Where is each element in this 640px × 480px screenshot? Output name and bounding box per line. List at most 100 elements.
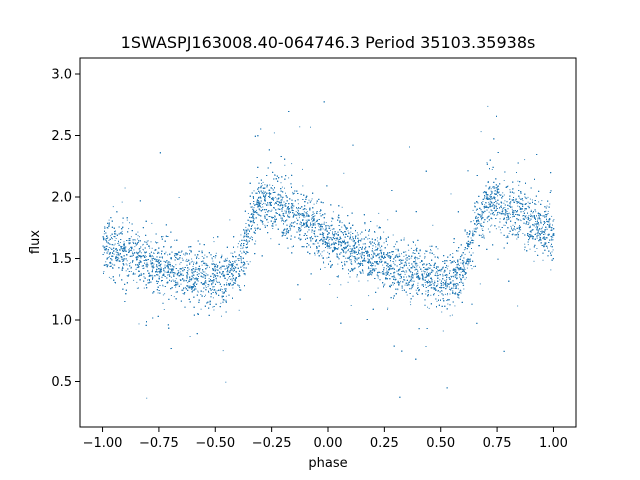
data-point <box>386 270 388 272</box>
data-point <box>273 197 275 199</box>
data-point <box>426 274 428 276</box>
data-point <box>538 229 540 231</box>
data-point <box>154 258 156 260</box>
data-point <box>415 262 417 264</box>
data-point <box>369 242 371 243</box>
data-point <box>537 235 539 236</box>
data-point <box>211 284 213 286</box>
data-point <box>327 237 329 239</box>
data-point <box>288 212 290 214</box>
data-point <box>108 276 110 278</box>
data-point <box>504 207 506 209</box>
data-point <box>247 263 249 265</box>
data-point <box>502 208 504 210</box>
data-point <box>170 247 172 249</box>
data-point <box>524 159 526 161</box>
data-point <box>280 194 282 196</box>
data-point <box>534 223 536 225</box>
data-point <box>196 268 198 270</box>
data-point <box>530 209 532 211</box>
data-point <box>236 263 238 265</box>
data-point <box>247 228 249 230</box>
data-point <box>220 288 222 290</box>
data-point <box>246 239 247 241</box>
data-point <box>447 285 448 287</box>
data-point <box>212 306 214 308</box>
data-point <box>262 190 264 192</box>
data-point <box>264 198 266 200</box>
data-point <box>106 251 108 253</box>
data-point <box>497 211 499 213</box>
data-point <box>356 232 358 234</box>
data-point <box>226 282 228 284</box>
data-point <box>335 239 337 241</box>
data-point <box>467 260 469 262</box>
data-point <box>108 240 110 241</box>
data-point <box>517 180 519 182</box>
data-point <box>124 187 126 189</box>
data-point <box>430 265 432 266</box>
data-point <box>425 290 427 292</box>
data-point <box>197 291 199 293</box>
data-point <box>174 280 176 282</box>
data-point <box>299 126 301 128</box>
data-point <box>246 236 248 238</box>
data-point <box>378 244 380 246</box>
data-point <box>113 253 115 255</box>
data-point <box>117 256 119 258</box>
data-point <box>302 209 304 211</box>
data-point <box>404 273 406 275</box>
data-point <box>186 260 188 262</box>
data-point <box>336 237 338 239</box>
data-point <box>187 260 189 262</box>
data-point <box>137 257 139 258</box>
data-point <box>344 261 346 262</box>
data-point <box>257 227 259 229</box>
data-point <box>113 236 115 237</box>
data-point <box>384 261 386 263</box>
data-point <box>234 261 236 263</box>
data-point <box>442 266 444 268</box>
data-point <box>337 275 339 277</box>
data-point <box>503 180 505 181</box>
data-point <box>216 282 218 283</box>
data-point <box>175 291 177 293</box>
data-point <box>114 230 116 232</box>
data-point <box>262 206 264 208</box>
data-point <box>228 260 230 262</box>
data-point <box>540 219 542 221</box>
data-point <box>489 205 491 207</box>
data-point <box>494 205 496 206</box>
data-point <box>376 225 378 227</box>
data-point <box>104 226 106 228</box>
data-point <box>133 249 135 251</box>
data-point <box>130 267 132 269</box>
data-point <box>170 295 172 296</box>
data-point <box>550 245 552 247</box>
data-point <box>388 274 390 276</box>
data-point <box>202 291 204 293</box>
data-point <box>142 248 144 250</box>
data-point <box>256 201 258 203</box>
data-point <box>499 229 501 231</box>
data-point <box>371 274 373 276</box>
data-point <box>328 225 330 227</box>
data-point <box>176 282 178 284</box>
data-point <box>462 263 464 265</box>
data-point <box>305 219 307 221</box>
data-point <box>488 197 490 199</box>
data-point <box>400 273 402 275</box>
data-point <box>327 251 329 253</box>
data-point <box>537 226 539 227</box>
data-point <box>327 225 329 227</box>
data-point <box>527 244 529 246</box>
data-point <box>132 241 134 243</box>
data-point <box>136 267 138 269</box>
data-point <box>432 283 434 285</box>
data-point <box>415 257 417 259</box>
data-point <box>225 258 227 260</box>
data-point <box>337 216 339 218</box>
data-point <box>129 248 130 250</box>
data-point <box>352 256 354 258</box>
data-point <box>492 197 494 199</box>
